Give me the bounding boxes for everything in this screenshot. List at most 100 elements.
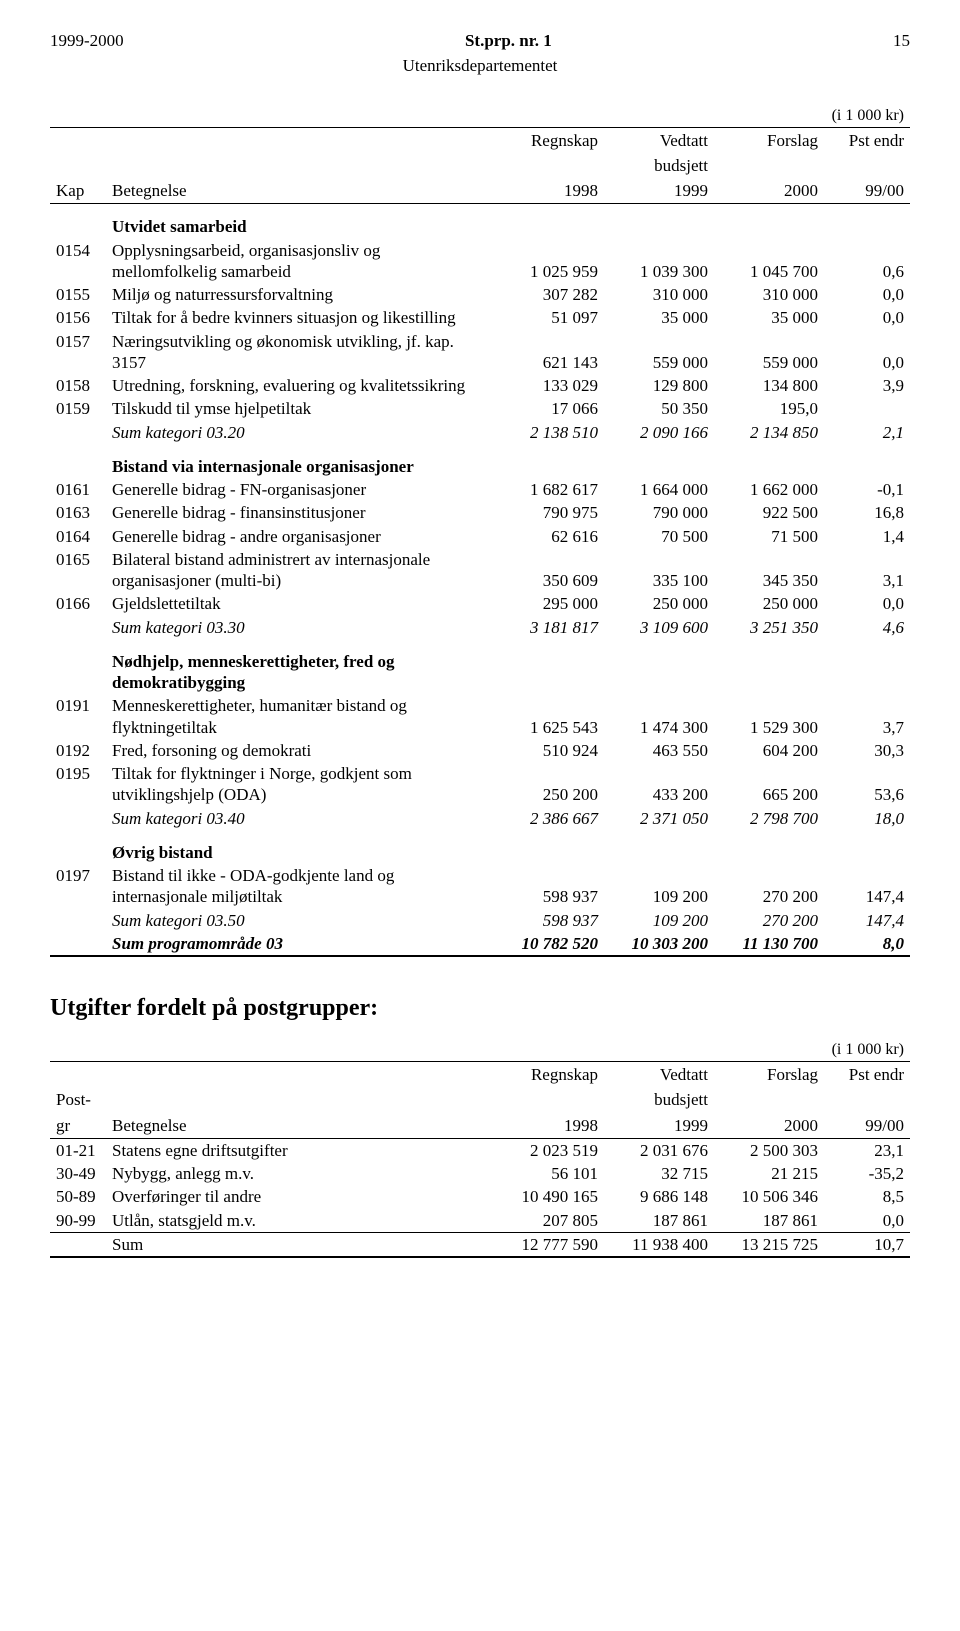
table-row: 0155Miljø og naturressursforvaltning307 …	[50, 283, 910, 306]
row-val-1998: 295 000	[494, 592, 604, 615]
row-label: Tiltak for flyktninger i Norge, godkjent…	[106, 762, 494, 807]
row-val-2000: 665 200	[714, 762, 824, 807]
table-row: 50-89Overføringer til andre10 490 1659 6…	[50, 1185, 910, 1208]
col-2000: 2000	[714, 1113, 824, 1139]
row-label: Generelle bidrag - finansinstitusjoner	[106, 501, 494, 524]
sum-2000: 3 251 350	[714, 616, 824, 639]
row-val-1999: 129 800	[604, 374, 714, 397]
row-kap: 0154	[50, 239, 106, 284]
table-row: 0166Gjeldslettetiltak295 000250 000250 0…	[50, 592, 910, 615]
table-row: 01-21Statens egne driftsutgifter2 023 51…	[50, 1138, 910, 1162]
row-val-pst: 8,5	[824, 1185, 910, 1208]
row-val-1998: 17 066	[494, 397, 604, 420]
row-val-1998: 207 805	[494, 1209, 604, 1233]
sum-1998: 12 777 590	[494, 1232, 604, 1257]
row-val-2000: 1 529 300	[714, 694, 824, 739]
row-val-pst: 1,4	[824, 525, 910, 548]
row-val-2000: 310 000	[714, 283, 824, 306]
row-val-1999: 310 000	[604, 283, 714, 306]
row-kap: 0155	[50, 283, 106, 306]
table-unit-row: (i 1 000 kr)	[50, 1039, 910, 1062]
sum-1999: 3 109 600	[604, 616, 714, 639]
row-kap: 0161	[50, 478, 106, 501]
row-val-1998: 598 937	[494, 864, 604, 909]
row-val-1999: 70 500	[604, 525, 714, 548]
row-val-pst: 16,8	[824, 501, 910, 524]
row-val-2000: 71 500	[714, 525, 824, 548]
col-forslag: Forslag	[714, 1062, 824, 1088]
sum-label: Sum kategori 03.40	[106, 807, 494, 830]
row-kap: 0156	[50, 306, 106, 329]
section-title-row: Bistand via internasjonale organisasjone…	[50, 444, 910, 478]
row-val-2000: 2 500 303	[714, 1138, 824, 1162]
main-budget-table: (i 1 000 kr) Regnskap Vedtatt Forslag Ps…	[50, 105, 910, 958]
row-label: Tiltak for å bedre kvinners situasjon og…	[106, 306, 494, 329]
row-val-1998: 56 101	[494, 1162, 604, 1185]
sum-1998: 3 181 817	[494, 616, 604, 639]
row-val-1998: 62 616	[494, 525, 604, 548]
row-val-1998: 350 609	[494, 548, 604, 593]
grand-sum-1999: 10 303 200	[604, 932, 714, 956]
row-kap: 0159	[50, 397, 106, 420]
col-2000: 2000	[714, 178, 824, 204]
section-title: Nødhjelp, menneskerettigheter, fred og d…	[106, 639, 494, 695]
section-heading-utgifter: Utgifter fordelt på postgrupper:	[50, 993, 910, 1023]
row-val-1999: 250 000	[604, 592, 714, 615]
grand-sum-pst: 8,0	[824, 932, 910, 956]
row-val-2000: 559 000	[714, 330, 824, 375]
row-label: Generelle bidrag - andre organisasjoner	[106, 525, 494, 548]
row-val-2000: 1 662 000	[714, 478, 824, 501]
header-period: 1999-2000	[50, 30, 124, 51]
row-val-1999: 50 350	[604, 397, 714, 420]
row-val-pst: 3,9	[824, 374, 910, 397]
row-label: Bistand til ikke - ODA-godkjente land og…	[106, 864, 494, 909]
row-val-1998: 621 143	[494, 330, 604, 375]
row-val-1998: 307 282	[494, 283, 604, 306]
row-val-2000: 195,0	[714, 397, 824, 420]
row-val-pst: 23,1	[824, 1138, 910, 1162]
row-val-pst: 0,0	[824, 592, 910, 615]
col-budsjett: budsjett	[604, 1087, 714, 1112]
row-val-1999: 35 000	[604, 306, 714, 329]
table-row: 0161Generelle bidrag - FN-organisasjoner…	[50, 478, 910, 501]
col-forslag: Forslag	[714, 127, 824, 153]
table-row: 0157Næringsutvikling og økonomisk utvikl…	[50, 330, 910, 375]
row-val-1999: 433 200	[604, 762, 714, 807]
sum-pst: 10,7	[824, 1232, 910, 1257]
table-row: 0154Opplysningsarbeid, organisasjonsliv …	[50, 239, 910, 284]
col-betegnelse: Betegnelse	[106, 1113, 494, 1139]
row-val-2000: 270 200	[714, 864, 824, 909]
row-val-pst: 0,0	[824, 1209, 910, 1233]
row-kap: 0164	[50, 525, 106, 548]
row-val-1998: 790 975	[494, 501, 604, 524]
col-regnskap: Regnskap	[494, 1062, 604, 1088]
row-val-2000: 35 000	[714, 306, 824, 329]
row-val-pst: 0,0	[824, 283, 910, 306]
col-1999: 1999	[604, 1113, 714, 1139]
row-val-pst: 0,6	[824, 239, 910, 284]
row-label: Miljø og naturressursforvaltning	[106, 283, 494, 306]
table-row: 90-99Utlån, statsgjeld m.v.207 805187 86…	[50, 1209, 910, 1233]
row-val-1999: 790 000	[604, 501, 714, 524]
row-val-1998: 133 029	[494, 374, 604, 397]
row-postgr: 30-49	[50, 1162, 106, 1185]
row-val-1998: 51 097	[494, 306, 604, 329]
row-val-1999: 1 664 000	[604, 478, 714, 501]
row-val-1999: 109 200	[604, 864, 714, 909]
row-val-1999: 32 715	[604, 1162, 714, 1185]
row-val-1999: 2 031 676	[604, 1138, 714, 1162]
col-regnskap: Regnskap	[494, 127, 604, 153]
row-label: Tilskudd til ymse hjelpetiltak	[106, 397, 494, 420]
table-row: 0195Tiltak for flyktninger i Norge, godk…	[50, 762, 910, 807]
grand-sum-2000: 11 130 700	[714, 932, 824, 956]
row-val-2000: 187 861	[714, 1209, 824, 1233]
row-kap: 0192	[50, 739, 106, 762]
row-val-2000: 10 506 346	[714, 1185, 824, 1208]
row-label: Nybygg, anlegg m.v.	[106, 1162, 494, 1185]
sum-pst: 2,1	[824, 421, 910, 444]
row-val-pst: 3,1	[824, 548, 910, 593]
section-title: Øvrig bistand	[106, 830, 494, 864]
row-label: Næringsutvikling og økonomisk utvikling,…	[106, 330, 494, 375]
section-title: Utvidet samarbeid	[106, 204, 494, 239]
row-val-1999: 9 686 148	[604, 1185, 714, 1208]
